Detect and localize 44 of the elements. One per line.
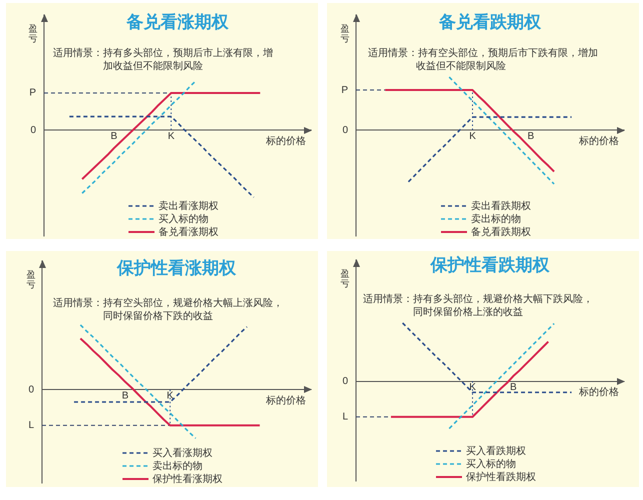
text: 0 bbox=[28, 384, 34, 396]
legend-label: 备兑看跌期权 bbox=[471, 226, 531, 238]
x-axis-title: 标的价格 bbox=[578, 134, 619, 147]
ref-line-label: P bbox=[341, 84, 348, 96]
legend-label: 买入标的物 bbox=[158, 212, 208, 225]
legend-label: 卖出标的物 bbox=[152, 460, 202, 472]
x-tick-label: K bbox=[168, 130, 175, 142]
legend-label: 卖出看跌期权 bbox=[471, 200, 531, 212]
ref-line-label: L bbox=[28, 420, 34, 432]
x-tick-label: B bbox=[110, 130, 118, 142]
legend-label: 备兑看涨期权 bbox=[158, 226, 218, 238]
y-axis-title: 盈亏 bbox=[28, 23, 38, 44]
legend-label: 卖出标的物 bbox=[471, 212, 521, 225]
chart-title: 保护性看涨期权 bbox=[116, 258, 237, 278]
x-tick-label: K bbox=[469, 130, 476, 142]
text: 0 bbox=[342, 376, 348, 388]
y-axis-title: 盈亏 bbox=[26, 269, 36, 290]
x-axis-title: 标的价格 bbox=[578, 386, 619, 398]
x-axis-title: 标的价格 bbox=[265, 134, 306, 147]
x-axis-title: 标的价格 bbox=[265, 394, 306, 406]
x-tick-label: B bbox=[510, 382, 517, 394]
chart-title: 备兑看涨期权 bbox=[126, 12, 230, 32]
legend-label: 保护性看跌期权 bbox=[466, 470, 536, 483]
chart-subtitle: 适用情景：持有空头部位，规避价格大幅上涨风险，同时保留价格下跌的收益 bbox=[53, 296, 283, 322]
x-tick-label: K bbox=[469, 382, 476, 394]
x-tick-label: B bbox=[527, 130, 534, 142]
y-axis-title: 盈亏 bbox=[340, 23, 350, 44]
chart-title: 备兑看跌期权 bbox=[438, 12, 542, 32]
legend-label: 买入标的物 bbox=[466, 458, 516, 470]
legend-label: 买入看涨期权 bbox=[152, 446, 212, 459]
legend-label: 卖出看涨期权 bbox=[158, 200, 218, 212]
legend-label: 买入看跌期权 bbox=[466, 444, 526, 457]
text: 0 bbox=[30, 124, 36, 136]
y-axis-title: 盈亏 bbox=[340, 268, 350, 288]
chart-subtitle: 适用情景：持有空头部位，预期后市下跌有限，增加收益但不能限制风险 bbox=[368, 46, 598, 72]
ref-line-label: P bbox=[29, 88, 36, 99]
x-tick-label: K bbox=[166, 390, 174, 402]
legend-label: 保护性看涨期权 bbox=[152, 472, 222, 485]
x-tick-label: B bbox=[122, 390, 129, 402]
chart-title: 保护性看跌期权 bbox=[430, 255, 550, 274]
chart-subtitle: 适用情景：持有多头部位，预期后市上涨有限，增加收益但不能限制风险 bbox=[53, 46, 273, 72]
ref-line-label: L bbox=[342, 412, 348, 423]
chart-subtitle: 适用情景：持有多头部位，规避价格大幅下跌风险，同时保留价格上涨的收益 bbox=[363, 292, 593, 318]
text: 0 bbox=[342, 124, 348, 136]
